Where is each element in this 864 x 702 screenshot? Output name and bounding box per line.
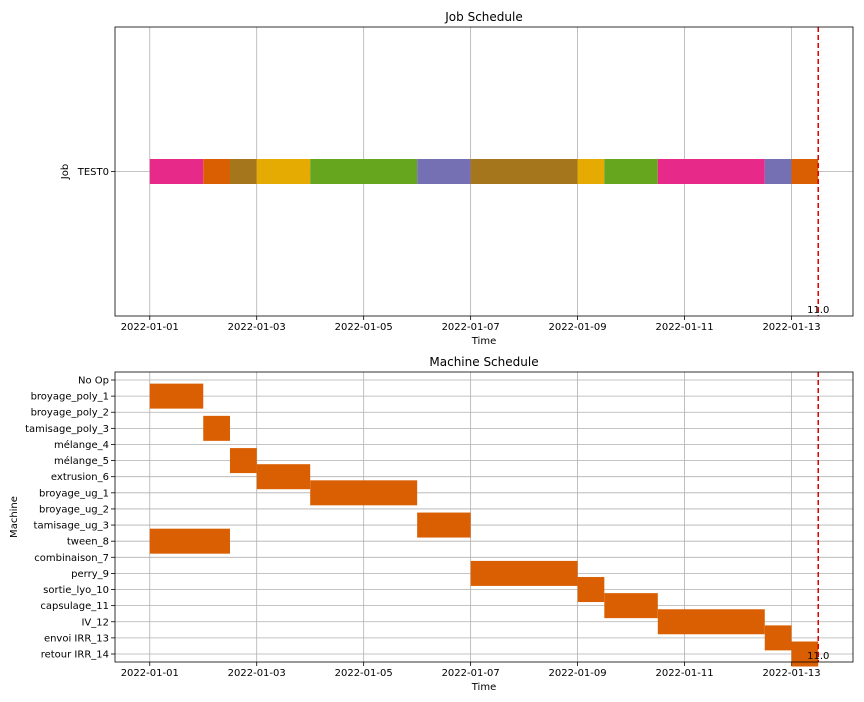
task-bar xyxy=(470,159,578,184)
y-tick-label: tamisage_ug_3 xyxy=(34,521,109,532)
marker-label: 11.0 xyxy=(807,305,829,316)
task-bar xyxy=(604,593,658,619)
y-tick-label: IV_12 xyxy=(81,617,109,628)
task-bar xyxy=(203,415,230,441)
y-tick-label: mélange_5 xyxy=(54,455,109,467)
x-tick-label: 2022-01-11 xyxy=(655,668,713,679)
x-tick-label: 2022-01-03 xyxy=(228,322,286,333)
task-bar xyxy=(310,159,418,184)
y-tick-label: tamisage_poly_3 xyxy=(25,424,109,435)
task-bar xyxy=(149,383,204,409)
task-bar xyxy=(149,159,204,184)
task-bar xyxy=(229,159,257,184)
task-bar xyxy=(764,159,792,184)
machine-schedule-chart: Machine Schedule 2022-01-01 2022-01-03 2022… xyxy=(9,355,854,693)
y-tick-label: combinaison_7 xyxy=(34,553,109,564)
x-tick-label: 2022-01-07 xyxy=(442,668,500,679)
y-tick-label: broyage_poly_2 xyxy=(31,408,109,419)
y-tick-label: tween_8 xyxy=(67,537,109,548)
y-axis-label: Job xyxy=(60,164,71,180)
x-tick-label: 2022-01-05 xyxy=(335,322,393,333)
chart-title: Job Schedule xyxy=(444,10,522,24)
y-tick-label: envoi IRR_13 xyxy=(44,633,109,644)
y-tick-label: sortie_lyo_10 xyxy=(43,585,109,596)
x-tick-label: 2022-01-11 xyxy=(655,322,713,333)
plot-frame xyxy=(114,26,854,317)
x-axis-label: Time xyxy=(471,682,496,693)
task-bar xyxy=(256,159,311,184)
task-bar xyxy=(256,464,311,490)
chart-title: Machine Schedule xyxy=(429,355,538,369)
task-bar xyxy=(229,448,257,474)
plot-frame xyxy=(114,371,854,663)
task-bar xyxy=(577,577,605,603)
y-tick-label: capsulage_11 xyxy=(40,601,109,612)
x-tick-label: 2022-01-09 xyxy=(549,668,607,679)
y-tick-label: No Op xyxy=(78,376,109,387)
y-tick-label: mélange_4 xyxy=(54,439,109,451)
x-tick-label: 2022-01-03 xyxy=(228,668,286,679)
task-bar xyxy=(470,560,578,586)
y-tick-label: perry_9 xyxy=(71,569,109,580)
job-schedule-chart: Job Schedule 2022-01-01 2022-01-03 2022-01-… xyxy=(60,10,854,347)
y-tick-label: retour IRR_14 xyxy=(41,650,109,661)
y-tick-label: broyage_poly_1 xyxy=(31,392,109,403)
task-bar xyxy=(417,159,471,184)
task-bar xyxy=(417,512,471,538)
y-tick-label: TEST0 xyxy=(77,167,109,178)
x-tick-label: 2022-01-13 xyxy=(762,668,820,679)
task-bar xyxy=(577,159,605,184)
x-axis-label: Time xyxy=(471,336,496,347)
marker-label: 11.0 xyxy=(807,651,829,662)
x-tick-label: 2022-01-05 xyxy=(335,668,393,679)
x-tick-label: 2022-01-07 xyxy=(442,322,500,333)
task-bar xyxy=(310,480,418,506)
task-bar xyxy=(203,159,230,184)
y-axis-label: Machine xyxy=(9,496,20,538)
x-tick-label: 2022-01-01 xyxy=(121,668,179,679)
y-tick-label: broyage_ug_1 xyxy=(39,488,109,499)
task-bar xyxy=(149,528,230,554)
task-bar xyxy=(764,625,792,651)
x-tick-label: 2022-01-01 xyxy=(121,322,179,333)
y-tick-label: broyage_ug_2 xyxy=(39,504,109,515)
x-tick-label: 2022-01-13 xyxy=(762,322,820,333)
task-bar xyxy=(791,159,819,184)
y-tick-label: extrusion_6 xyxy=(51,472,109,483)
x-tick-label: 2022-01-09 xyxy=(549,322,607,333)
task-bar xyxy=(604,159,658,184)
task-bar xyxy=(657,159,765,184)
task-bar xyxy=(657,609,765,635)
